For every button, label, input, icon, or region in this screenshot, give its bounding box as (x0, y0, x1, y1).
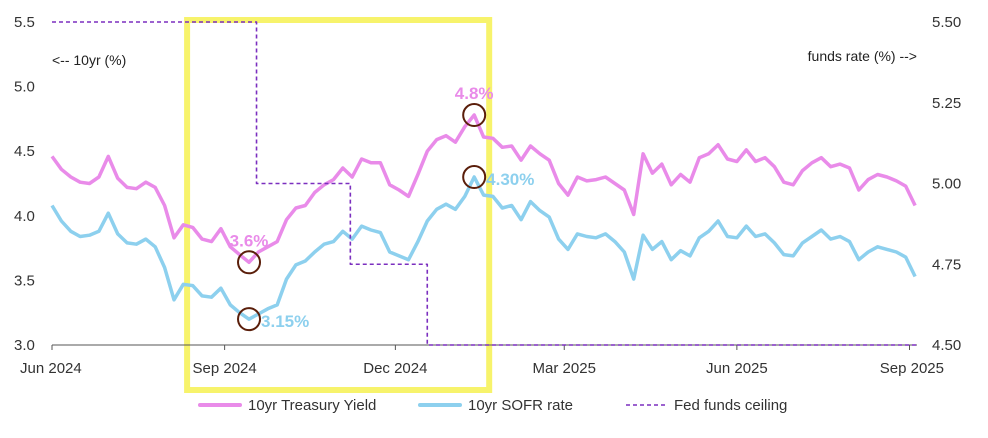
left-tick-label: 5.0 (14, 79, 35, 96)
left-tick-label: 4.0 (14, 208, 35, 225)
left-tick-label: 5.5 (14, 14, 35, 31)
legend-label: 10yr Treasury Yield (248, 397, 376, 414)
x-tick-label: Dec 2024 (363, 360, 427, 377)
x-tick-label: Jun 2025 (706, 360, 768, 377)
right-tick-label: 5.00 (932, 176, 961, 193)
series-line-0 (50, 113, 917, 265)
x-tick-label: Sep 2024 (193, 360, 257, 377)
series-line-1 (50, 175, 917, 321)
highlight-box (184, 17, 493, 393)
annotation-circle (462, 103, 487, 128)
left-tick-label: 4.5 (14, 143, 35, 160)
annotation-label: 3.6% (230, 231, 269, 250)
annotation-label: 4.30% (486, 170, 534, 189)
left-tick-label: 3.5 (14, 272, 35, 289)
annotation-circle (462, 165, 487, 190)
right-tick-label: 5.25 (932, 95, 961, 112)
annotation-circle (237, 250, 262, 275)
right-tick-label: 4.50 (932, 337, 961, 354)
x-tick-label: Mar 2025 (533, 360, 596, 377)
annotation-circle (237, 307, 262, 332)
right-axis-note: funds rate (%) --> (808, 48, 917, 64)
x-tick-label: Sep 2025 (880, 360, 944, 377)
annotation-label: 3.15% (261, 312, 309, 331)
legend-label: 10yr SOFR rate (468, 397, 573, 414)
annotation-label: 4.8% (455, 84, 494, 103)
left-axis-note: <-- 10yr (%) (52, 52, 126, 68)
right-tick-label: 4.75 (932, 256, 961, 273)
legend-label: Fed funds ceiling (674, 397, 787, 414)
left-tick-label: 3.0 (14, 337, 35, 354)
right-tick-label: 5.50 (932, 14, 961, 31)
series-line-2 (52, 21, 917, 346)
x-tick-label: Jun 2024 (20, 360, 82, 377)
